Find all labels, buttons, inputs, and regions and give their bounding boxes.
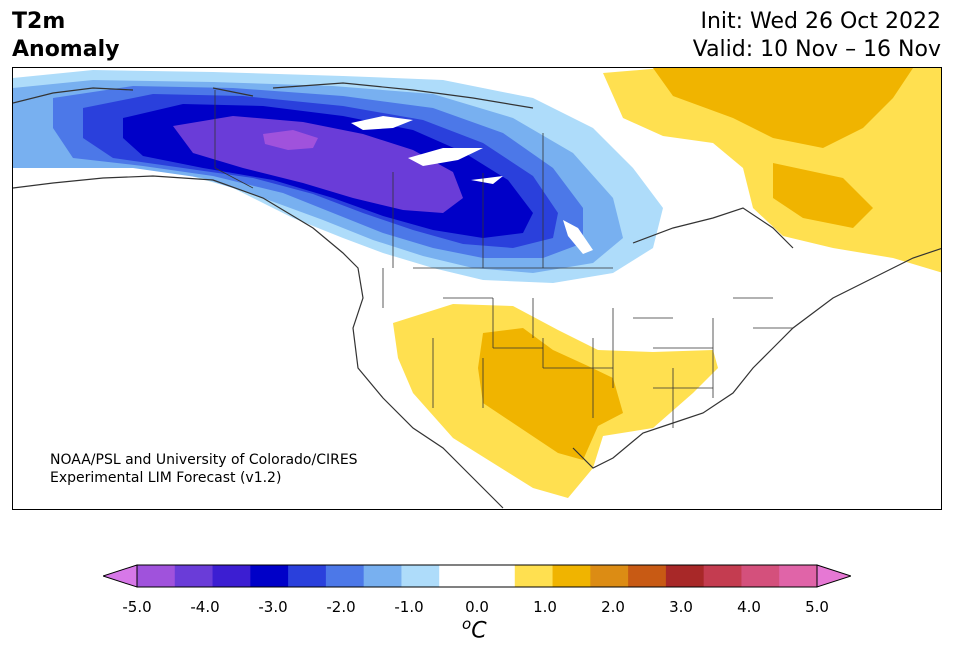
- colorbar-segment: [552, 565, 591, 587]
- colorbar-tick-label: -5.0: [122, 598, 152, 616]
- colorbar-tick-label: 0.0: [465, 598, 489, 616]
- colorbar-segment: [288, 565, 327, 587]
- credit-line-2: Experimental LIM Forecast (v1.2): [50, 470, 282, 486]
- credit-text: NOAA/PSL and University of Colorado/CIRE…: [50, 451, 358, 487]
- colorbar-segment: [665, 565, 705, 587]
- anomaly-map: NOAA/PSL and University of Colorado/CIRE…: [12, 67, 942, 510]
- colorbar-tick-label: 3.0: [669, 598, 693, 616]
- colorbar-tick-label: -1.0: [394, 598, 424, 616]
- colorbar-segment: [439, 565, 478, 587]
- warm-anomaly-labrador-core: [773, 163, 873, 228]
- colorbar-segment: [590, 565, 629, 587]
- colorbar-segment: [174, 565, 214, 587]
- colorbar-segment: [212, 565, 251, 587]
- colorbar-segment: [477, 565, 516, 587]
- colorbar-segment: [363, 565, 402, 587]
- valid-date: Valid: 10 Nov – 16 Nov: [692, 37, 941, 62]
- lake-feature: [408, 148, 483, 166]
- colorbar-segment: [514, 565, 554, 587]
- colorbar-segment: [250, 565, 289, 587]
- colorbar-tick-label: 1.0: [533, 598, 557, 616]
- colorbar-segments: [137, 565, 818, 587]
- unit-superscript: o: [462, 615, 472, 633]
- lake-feature: [563, 220, 593, 254]
- unit-main: C: [471, 618, 487, 644]
- colorbar-max-arrow: [816, 564, 851, 588]
- forecast-dates: Init: Wed 26 Oct 2022 Valid: 10 Nov – 16…: [693, 8, 941, 64]
- warm-anomaly-northeast-core: [653, 68, 913, 148]
- colorbar-min-arrow: [103, 564, 138, 588]
- colorbar-tick-label: 2.0: [601, 598, 625, 616]
- colorbar-tick-label: -2.0: [326, 598, 356, 616]
- colorbar-segment: [401, 565, 440, 587]
- colorbar-segment: [137, 565, 176, 587]
- colorbar-unit-label: oC: [462, 615, 487, 643]
- credit-line-1: NOAA/PSL and University of Colorado/CIRE…: [50, 452, 358, 468]
- colorbar-segment: [741, 565, 780, 587]
- state-borders: [214, 90, 793, 428]
- colorbar-frame: [136, 564, 818, 588]
- colorbar: [103, 564, 851, 588]
- coastline: [13, 82, 941, 509]
- colorbar-tick-label: 4.0: [737, 598, 761, 616]
- colorbar-segment: [779, 565, 818, 587]
- colorbar-segment: [628, 565, 667, 587]
- map-canvas: [13, 68, 941, 509]
- cold-anomaly-violet: [173, 116, 463, 213]
- lake-feature: [471, 176, 503, 184]
- colorbar-tick-label: -3.0: [258, 598, 288, 616]
- title-line-2: Anomaly: [12, 37, 120, 62]
- colorbar-tick-label: -4.0: [190, 598, 220, 616]
- cold-anomaly-extreme: [263, 130, 318, 150]
- init-date: Init: Wed 26 Oct 2022: [700, 9, 941, 34]
- colorbar-segment: [325, 565, 365, 587]
- title-line-1: T2m: [12, 9, 66, 34]
- colorbar-segment: [703, 565, 742, 587]
- warm-anomaly-southwest-core: [478, 328, 623, 460]
- colorbar-tick-label: 5.0: [805, 598, 829, 616]
- lake-feature: [351, 116, 413, 130]
- map-title: T2m Anomaly: [12, 8, 119, 64]
